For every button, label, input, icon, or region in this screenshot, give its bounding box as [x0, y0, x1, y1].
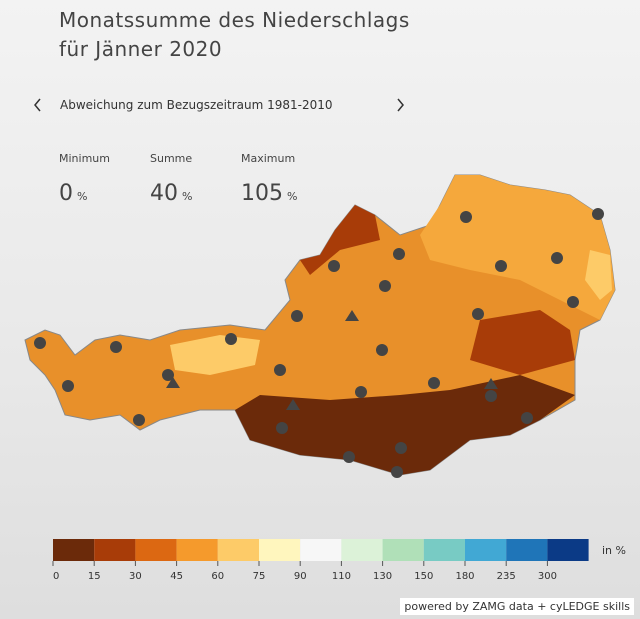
nav: Abweichung zum Bezugszeitraum 1981-2010 — [30, 96, 410, 116]
region-north-east — [420, 175, 615, 320]
legend-swatch — [217, 539, 259, 561]
region-tyrol — [170, 335, 260, 375]
legend-swatch — [423, 539, 465, 561]
legend-swatch — [259, 539, 301, 561]
legend-tick-label: 180 — [455, 571, 474, 582]
legend-tick-label: 110 — [332, 571, 351, 582]
legend-swatch — [176, 539, 218, 561]
credit: powered by ZAMG data + cyLEDGE skills — [400, 598, 634, 615]
nav-label: Abweichung zum Bezugszeitraum 1981-2010 — [60, 98, 333, 112]
legend-tick-label: 300 — [538, 571, 557, 582]
legend-tick-label: 45 — [170, 571, 183, 582]
legend-swatch — [465, 539, 507, 561]
legend-swatch — [135, 539, 177, 561]
title-line: Monatssumme des Niederschlags — [59, 8, 410, 32]
stat-unit: % — [182, 190, 193, 203]
stations — [34, 208, 604, 478]
stat-label: Summe — [150, 152, 193, 165]
legend-tick-label: 235 — [497, 571, 516, 582]
stat-label: Maximum — [241, 152, 296, 165]
stat: Minimum 0% — [59, 152, 110, 206]
legend-swatch — [53, 539, 95, 561]
region-north — [300, 205, 380, 275]
legend-tick-label: 60 — [211, 571, 224, 582]
legend-tick-label: 150 — [414, 571, 433, 582]
stat-unit: % — [77, 190, 88, 203]
region-south-east — [470, 310, 575, 375]
region-east — [585, 250, 612, 300]
legend: 0 15 30 45 60 75 90 110 130 150 180 235 300 in % — [52, 539, 626, 582]
legend-tick-label: 75 — [253, 571, 266, 582]
legend-unit: in % — [602, 544, 626, 557]
nav-prev[interactable] — [34, 98, 41, 112]
legend-swatch — [94, 539, 136, 561]
stat: Maximum 105% — [241, 152, 297, 206]
stat-value: 40 — [150, 181, 178, 206]
legend-tick-label: 130 — [373, 571, 392, 582]
legend-tick-label: 30 — [129, 571, 142, 582]
legend-swatch — [341, 539, 383, 561]
legend-swatch — [382, 539, 424, 561]
stat-unit: % — [287, 190, 298, 203]
legend-tick-label: 15 — [88, 571, 101, 582]
legend-tick-label: 0 — [53, 571, 59, 582]
legend-swatch — [547, 539, 589, 561]
stat-value: 0 — [59, 181, 73, 206]
title: Monatssumme des Niederschlags für Jänner… — [59, 6, 410, 64]
legend-swatch — [506, 539, 548, 561]
legend-tick-label: 90 — [294, 571, 307, 582]
title-line: für Jänner 2020 — [59, 37, 223, 61]
stat-label: Minimum — [59, 152, 110, 165]
nav-next[interactable] — [397, 98, 404, 112]
stat-value: 105 — [241, 181, 283, 206]
legend-swatch — [300, 539, 342, 561]
stat: Summe 40% — [150, 152, 192, 206]
